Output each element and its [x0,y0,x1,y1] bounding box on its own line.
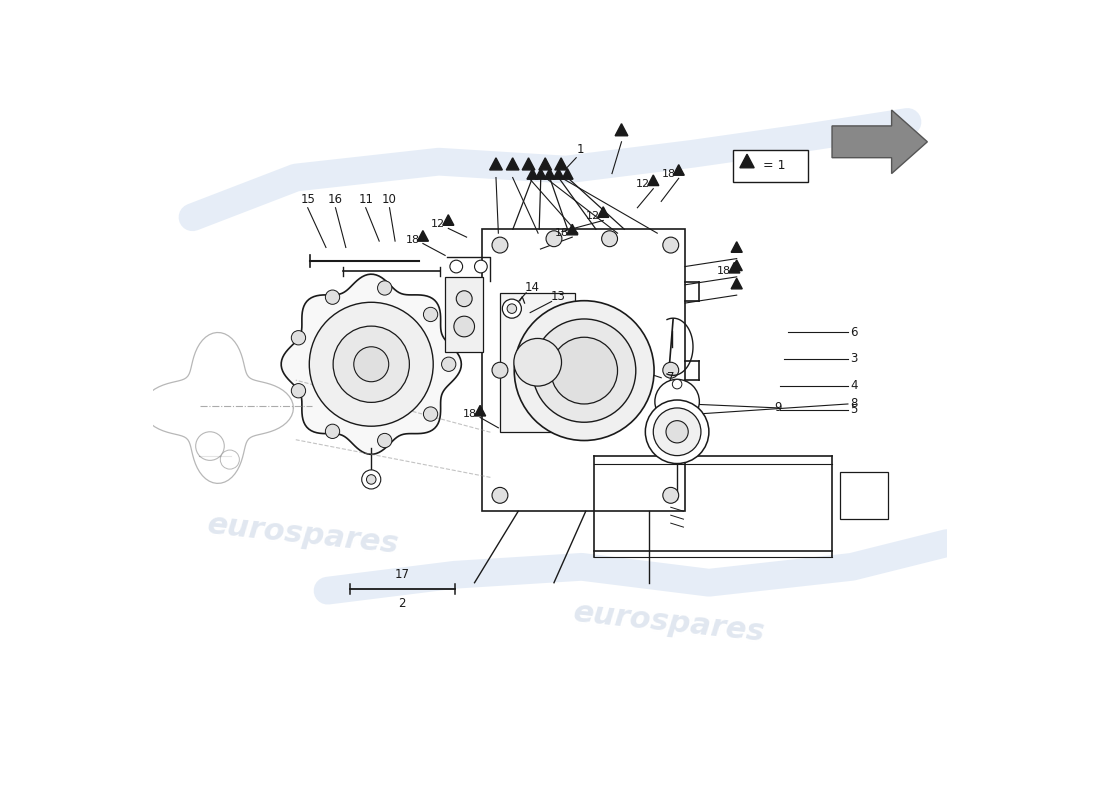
Circle shape [551,338,617,404]
Polygon shape [566,224,578,235]
Circle shape [326,290,340,304]
Circle shape [326,424,340,438]
Polygon shape [615,124,628,136]
Circle shape [424,407,438,421]
Polygon shape [544,169,556,179]
Circle shape [196,432,224,460]
Text: eurospares: eurospares [572,598,767,647]
Text: 6: 6 [850,326,858,339]
Text: 5: 5 [850,403,858,416]
Polygon shape [554,158,568,170]
Text: 18: 18 [554,228,569,238]
Circle shape [602,230,617,246]
Circle shape [333,326,409,402]
Text: 18: 18 [406,234,420,245]
Circle shape [666,421,689,443]
Circle shape [377,434,392,448]
Circle shape [309,302,433,426]
Text: 18: 18 [717,266,732,276]
Polygon shape [648,175,659,186]
Polygon shape [728,262,740,273]
Polygon shape [840,471,888,519]
Text: 17: 17 [395,568,409,582]
Polygon shape [522,158,535,170]
Circle shape [503,299,521,318]
Circle shape [354,346,388,382]
Text: 3: 3 [850,352,858,365]
Circle shape [292,383,306,398]
Polygon shape [499,293,575,432]
Polygon shape [282,274,461,454]
Text: 4: 4 [850,379,858,392]
Circle shape [366,474,376,484]
Text: 13: 13 [550,290,565,303]
Circle shape [546,230,562,246]
Polygon shape [740,154,755,168]
Circle shape [474,260,487,273]
Circle shape [450,260,463,273]
Circle shape [492,487,508,503]
Circle shape [515,301,654,441]
Text: 18: 18 [463,410,477,419]
Text: 12: 12 [431,218,446,229]
Circle shape [507,304,517,314]
Circle shape [646,400,708,463]
Polygon shape [553,169,564,179]
Polygon shape [483,229,685,511]
Circle shape [362,470,381,489]
Text: 7: 7 [667,371,674,384]
Text: 12: 12 [586,210,601,221]
Polygon shape [527,169,538,179]
Polygon shape [732,278,742,289]
Polygon shape [490,158,503,170]
Text: 1: 1 [576,143,584,156]
Polygon shape [562,169,573,179]
Polygon shape [539,158,551,170]
Circle shape [424,307,438,322]
Polygon shape [832,110,927,174]
Text: 10: 10 [382,194,397,206]
Text: 2: 2 [398,597,406,610]
Polygon shape [732,260,742,270]
Text: 18: 18 [661,169,675,178]
Circle shape [456,290,472,306]
Circle shape [292,330,306,345]
Polygon shape [732,242,742,252]
Polygon shape [442,214,454,226]
Polygon shape [536,169,547,179]
Circle shape [220,450,240,469]
Circle shape [654,379,700,424]
Circle shape [653,408,701,456]
Circle shape [672,379,682,389]
Text: 8: 8 [850,398,858,410]
Circle shape [672,403,682,413]
Circle shape [441,357,455,371]
Circle shape [454,316,474,337]
Text: 9: 9 [774,402,782,414]
Circle shape [514,338,561,386]
Polygon shape [506,158,519,170]
Circle shape [492,362,508,378]
Circle shape [663,237,679,253]
Text: = 1: = 1 [763,159,785,172]
Polygon shape [673,165,684,175]
Polygon shape [474,406,486,416]
Polygon shape [446,277,483,352]
Text: 15: 15 [300,194,315,206]
Circle shape [492,237,508,253]
Text: 16: 16 [328,194,343,206]
Circle shape [532,319,636,422]
Circle shape [377,281,392,295]
Polygon shape [417,230,429,241]
Circle shape [663,487,679,503]
Circle shape [663,362,679,378]
Text: 14: 14 [525,281,540,294]
Text: 11: 11 [359,194,373,206]
Text: 12: 12 [636,179,650,189]
Polygon shape [597,206,608,218]
Polygon shape [733,150,808,182]
Text: eurospares: eurospares [207,510,402,559]
